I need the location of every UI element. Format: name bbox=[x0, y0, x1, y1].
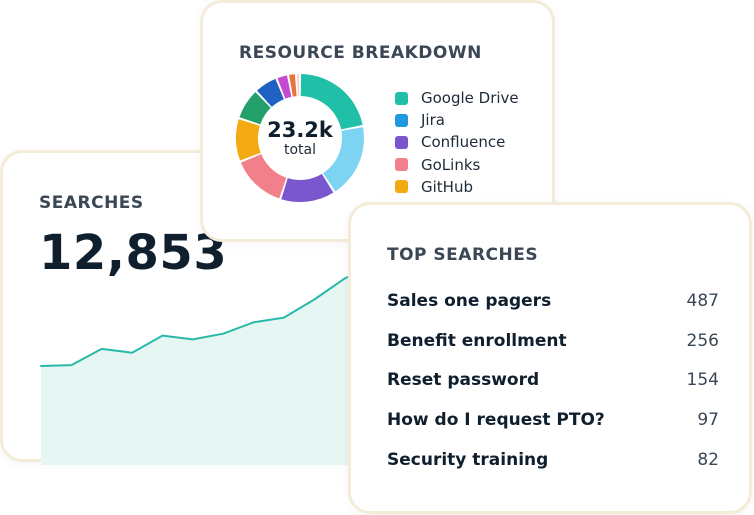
donut-slice bbox=[281, 173, 334, 202]
donut-slice bbox=[323, 127, 364, 192]
donut-center: 23.2k total bbox=[233, 71, 367, 205]
legend-swatch bbox=[395, 113, 408, 127]
legend-swatch bbox=[395, 91, 408, 105]
sparkline-area bbox=[41, 263, 375, 465]
legend-swatch bbox=[395, 135, 408, 149]
resource-legend: Google Drive Jira Confluence GoLinks Git… bbox=[395, 87, 519, 198]
donut-slice bbox=[289, 74, 297, 97]
donut-slice bbox=[240, 154, 287, 199]
donut-slice bbox=[239, 92, 271, 125]
legend-item-github: GitHub bbox=[395, 176, 519, 198]
top-search-row[interactable]: Reset password 154 bbox=[387, 361, 719, 401]
legend-label: Google Drive bbox=[421, 89, 519, 108]
legend-label: Confluence bbox=[421, 133, 506, 152]
donut-slice bbox=[297, 74, 300, 97]
donut-total-label: total bbox=[283, 142, 316, 159]
top-search-row[interactable]: Benefit enrollment 256 bbox=[387, 321, 719, 361]
top-search-query: How do I request PTO? bbox=[387, 410, 605, 431]
sparkline-line bbox=[40, 262, 375, 367]
searches-sparkline bbox=[40, 262, 375, 465]
donut-slice bbox=[300, 74, 363, 130]
donut-slice bbox=[277, 75, 292, 99]
top-search-count: 256 bbox=[686, 330, 719, 351]
top-search-row[interactable]: How do I request PTO? 97 bbox=[387, 400, 719, 440]
top-search-count: 82 bbox=[697, 450, 719, 471]
legend-swatch bbox=[395, 158, 408, 172]
searches-title: SEARCHES bbox=[39, 193, 144, 213]
top-search-query: Reset password bbox=[387, 370, 540, 391]
top-search-row[interactable]: Security training 82 bbox=[387, 440, 719, 480]
legend-item-jira: Jira bbox=[395, 109, 519, 131]
top-search-count: 487 bbox=[686, 290, 719, 311]
top-search-row[interactable]: Sales one pagers 487 bbox=[387, 281, 719, 321]
top-search-count: 154 bbox=[686, 370, 719, 391]
top-search-query: Benefit enrollment bbox=[387, 330, 567, 351]
resource-breakdown-card: RESOURCE BREAKDOWN 23.2k total Google Dr… bbox=[200, 0, 555, 242]
top-search-count: 97 bbox=[697, 410, 719, 431]
top-search-query: Security training bbox=[387, 450, 549, 471]
legend-item-confluence: Confluence bbox=[395, 131, 519, 153]
top-searches-title: TOP SEARCHES bbox=[387, 245, 539, 265]
legend-label: Jira bbox=[421, 111, 445, 130]
resource-breakdown-title: RESOURCE BREAKDOWN bbox=[239, 43, 482, 63]
legend-label: GitHub bbox=[421, 177, 473, 196]
donut-total-value: 23.2k bbox=[267, 117, 333, 142]
donut-slice bbox=[236, 119, 261, 161]
legend-item-google-drive: Google Drive bbox=[395, 87, 519, 109]
donut-slice bbox=[257, 78, 284, 107]
legend-item-golinks: GoLinks bbox=[395, 154, 519, 176]
top-searches-card: TOP SEARCHES Sales one pagers 487 Benefi… bbox=[348, 202, 752, 514]
legend-swatch bbox=[395, 180, 408, 194]
top-search-query: Sales one pagers bbox=[387, 290, 552, 311]
top-searches-list: Sales one pagers 487 Benefit enrollment … bbox=[387, 281, 719, 480]
resource-donut-chart bbox=[236, 74, 364, 202]
legend-label: GoLinks bbox=[421, 155, 481, 174]
searches-total: 12,853 bbox=[39, 225, 228, 281]
